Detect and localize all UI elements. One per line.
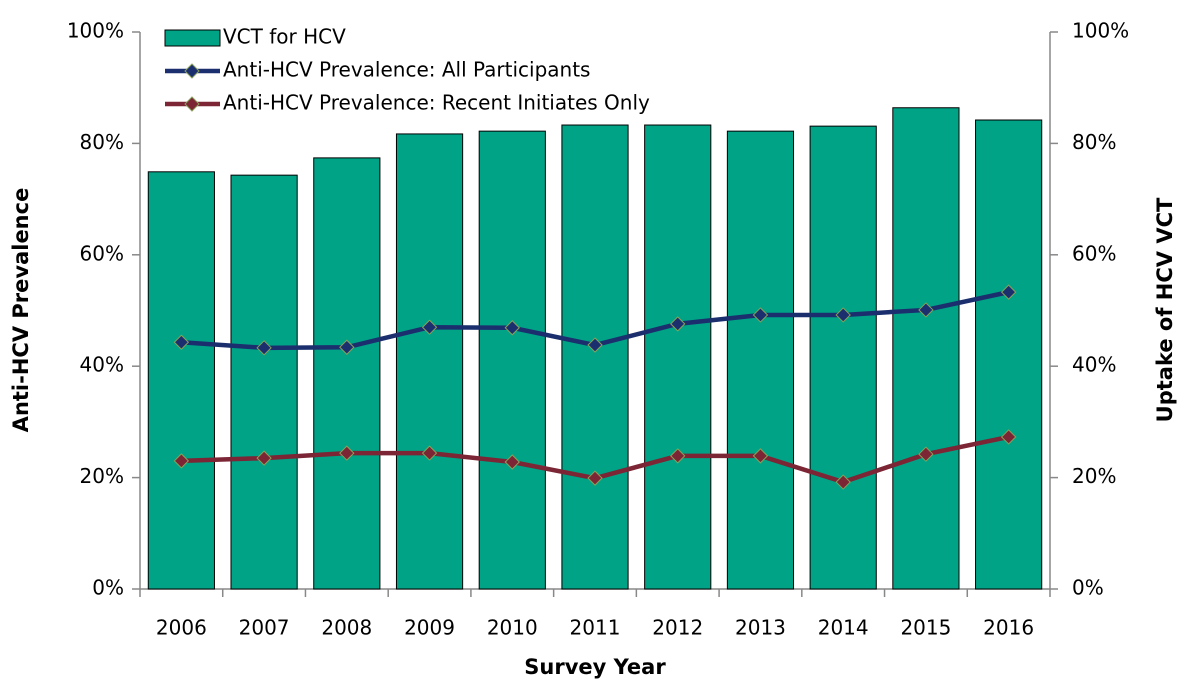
bar	[230, 174, 298, 590]
y2-tick-label: 20%	[1072, 464, 1116, 488]
y2-axis-label: Uptake of HCV VCT	[1153, 197, 1177, 422]
legend-marker	[184, 63, 200, 79]
legend-label: Anti-HCV Prevalence: All Participants	[223, 58, 590, 82]
x-tick-label: 2010	[487, 616, 538, 640]
x-tick-label: 2006	[156, 616, 207, 640]
marker	[173, 453, 190, 469]
legend-label: VCT for HCV	[223, 25, 346, 49]
marker	[752, 448, 769, 464]
y-axis-label: Anti-HCV Prevalence	[9, 188, 33, 433]
legend-marker	[184, 96, 200, 112]
x-tick-label: 2007	[239, 616, 290, 640]
y-tick-label: 60%	[80, 241, 124, 265]
marker	[670, 316, 686, 332]
x-tick-label: 2013	[735, 616, 786, 640]
y-tick-label: 80%	[80, 130, 124, 154]
marker	[1000, 429, 1017, 445]
bar	[644, 124, 712, 590]
legend-swatch	[164, 29, 221, 47]
bar	[478, 130, 546, 590]
marker	[421, 445, 438, 461]
marker	[256, 340, 272, 356]
marker	[835, 307, 851, 323]
x-tick-label: 2015	[900, 616, 951, 640]
y2-tick-label: 100%	[1072, 19, 1129, 43]
bar	[726, 130, 795, 590]
marker	[670, 448, 686, 464]
x-axis-label: Survey Year	[524, 655, 666, 679]
marker	[339, 339, 355, 355]
marker	[587, 337, 603, 353]
x-tick-label: 2009	[404, 616, 455, 640]
x-tick-label: 2008	[321, 616, 372, 640]
marker	[256, 450, 272, 466]
marker	[835, 474, 851, 490]
marker	[918, 302, 934, 318]
bar	[313, 157, 381, 590]
bar	[892, 107, 960, 590]
marker	[1000, 284, 1017, 300]
y-tick-label: 0%	[92, 576, 124, 600]
marker	[752, 307, 769, 323]
marker	[918, 446, 934, 462]
marker	[504, 454, 520, 470]
marker	[587, 470, 603, 486]
y2-tick-label: 40%	[1072, 353, 1116, 377]
bar	[809, 125, 877, 590]
x-tick-label: 2014	[818, 616, 869, 640]
marker	[339, 445, 355, 461]
y2-tick-label: 60%	[1072, 241, 1116, 265]
bar	[975, 119, 1043, 590]
bar	[561, 124, 629, 590]
y2-tick-label: 0%	[1072, 576, 1104, 600]
y-tick-label: 40%	[80, 353, 124, 377]
marker	[421, 319, 438, 335]
bar	[395, 133, 464, 590]
x-tick-label: 2016	[983, 616, 1034, 640]
bar	[147, 171, 215, 590]
legend-label: Anti-HCV Prevalence: Recent Initiates On…	[223, 91, 650, 115]
marker	[504, 320, 520, 336]
marker	[173, 334, 190, 350]
y2-tick-label: 80%	[1072, 130, 1116, 154]
y-tick-label: 20%	[80, 464, 124, 488]
x-tick-label: 2012	[652, 616, 703, 640]
x-tick-label: 2011	[570, 616, 621, 640]
y-tick-label: 100%	[67, 19, 124, 43]
